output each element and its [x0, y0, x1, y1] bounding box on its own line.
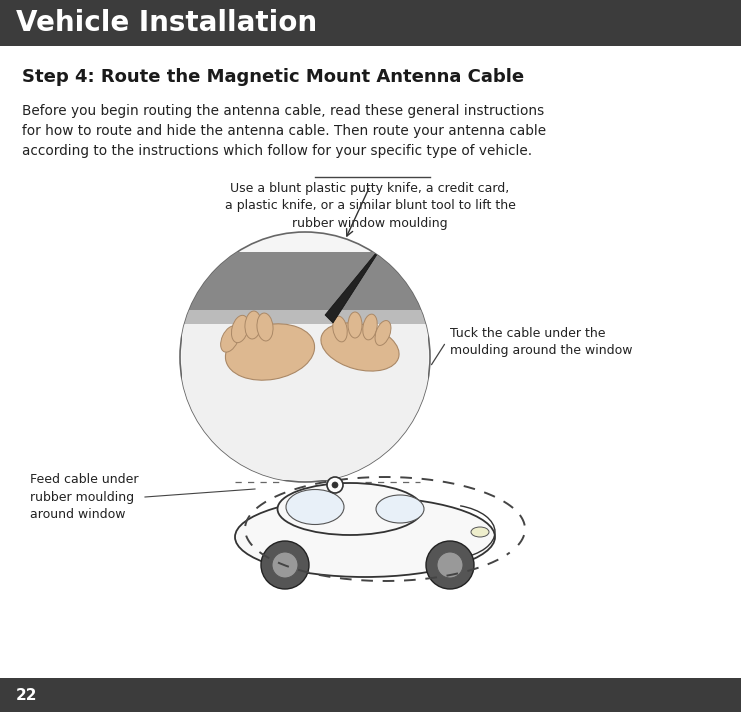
- Ellipse shape: [245, 311, 261, 339]
- Ellipse shape: [235, 497, 495, 577]
- Ellipse shape: [375, 320, 391, 345]
- Polygon shape: [325, 242, 385, 323]
- Circle shape: [437, 552, 463, 578]
- Ellipse shape: [348, 312, 362, 338]
- Bar: [182, 324, 428, 480]
- Ellipse shape: [286, 490, 344, 525]
- Ellipse shape: [231, 315, 248, 342]
- Text: 22: 22: [16, 688, 38, 703]
- Bar: [0, 678, 741, 712]
- Ellipse shape: [225, 324, 315, 380]
- Ellipse shape: [221, 326, 239, 352]
- Circle shape: [426, 541, 474, 589]
- Circle shape: [272, 552, 298, 578]
- Ellipse shape: [333, 316, 348, 342]
- Circle shape: [327, 477, 343, 493]
- Ellipse shape: [257, 313, 273, 341]
- Text: Step 4: Route the Magnetic Mount Antenna Cable: Step 4: Route the Magnetic Mount Antenna…: [22, 68, 524, 86]
- Ellipse shape: [321, 323, 399, 371]
- Text: Vehicle Installation: Vehicle Installation: [16, 9, 317, 37]
- Bar: [182, 310, 428, 324]
- Bar: [0, 0, 741, 46]
- Ellipse shape: [363, 314, 377, 340]
- Text: Feed cable under
rubber moulding
around window: Feed cable under rubber moulding around …: [30, 473, 139, 521]
- Text: Tuck the cable under the
moulding around the window: Tuck the cable under the moulding around…: [450, 327, 633, 357]
- Circle shape: [180, 232, 430, 482]
- Ellipse shape: [376, 495, 424, 523]
- Ellipse shape: [471, 527, 489, 537]
- Circle shape: [261, 541, 309, 589]
- Text: Before you begin routing the antenna cable, read these general instructions
for : Before you begin routing the antenna cab…: [22, 104, 546, 158]
- Text: Use a blunt plastic putty knife, a credit card,
a plastic knife, or a similar bl: Use a blunt plastic putty knife, a credi…: [225, 182, 516, 230]
- Circle shape: [332, 482, 338, 488]
- Ellipse shape: [277, 483, 422, 535]
- Bar: [182, 252, 428, 312]
